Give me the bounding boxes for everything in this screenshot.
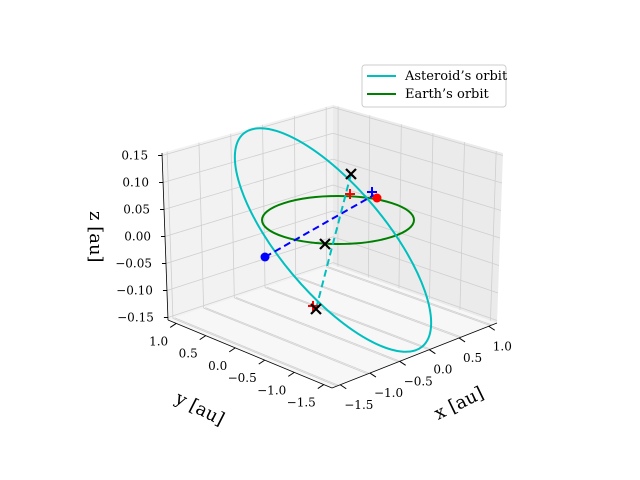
z-tick-label: 0.05 <box>123 203 150 217</box>
y-tick <box>199 335 206 341</box>
x-axis-line <box>331 322 498 389</box>
grid-line <box>332 158 502 211</box>
earth-orbit-line <box>261 195 415 245</box>
y-tick <box>169 322 177 328</box>
y-tick-label: −1.5 <box>287 396 316 410</box>
right-pane <box>333 105 503 323</box>
grid-line <box>234 297 399 363</box>
y-axis-line <box>167 319 333 389</box>
grid-lines <box>161 106 504 387</box>
black-x-marker <box>310 303 322 315</box>
x-tick-label: −1.0 <box>374 386 403 400</box>
red-plus-marker <box>345 189 355 199</box>
grid-line <box>165 210 334 264</box>
y-axis-label: y [au] <box>171 387 228 430</box>
grid-line <box>166 236 334 291</box>
grid-line <box>172 317 338 387</box>
z-tick-label: 0.15 <box>121 149 148 163</box>
grid-line <box>368 115 371 278</box>
legend-label-earth: Earth’s orbit <box>405 87 490 102</box>
y-tick <box>288 371 295 377</box>
y-tick <box>258 359 266 365</box>
grid-line <box>235 296 401 362</box>
y-tick <box>228 347 236 353</box>
x-tick <box>399 360 406 366</box>
legend-label-asteroid: Asteroid’s orbit <box>404 69 508 84</box>
z-axis-label: z [au] <box>85 211 106 263</box>
grid-line <box>266 286 431 350</box>
grid-line <box>163 158 334 210</box>
grid-line <box>264 287 430 351</box>
red-dot-marker <box>372 193 382 203</box>
x-tick <box>458 337 466 343</box>
legend: Asteroid’s orbit Earth’s orbit <box>361 64 508 108</box>
grid-line <box>490 151 497 321</box>
grid-line <box>332 184 501 239</box>
z-tick-label: −0.05 <box>115 256 152 270</box>
tick-marks: 0.15 0.10 0.05 0.00 −0.05 −0.10 −0.15 1.0 0.5 0.0… <box>115 149 512 412</box>
grid-line <box>297 276 462 338</box>
grid-line <box>164 184 334 237</box>
black-x-marker <box>345 168 357 180</box>
y-tick-label: 0.0 <box>208 359 227 373</box>
cyan-dashed-line <box>315 173 352 310</box>
grid-line <box>203 307 368 375</box>
series-layer <box>233 127 433 353</box>
grid-line <box>167 262 334 318</box>
y-tick-label: −1.0 <box>257 383 286 397</box>
grid-line <box>327 266 493 326</box>
x-tick <box>429 349 436 355</box>
grid-line <box>332 236 499 294</box>
left-pane <box>162 105 333 320</box>
z-tick-label: −0.10 <box>116 283 153 297</box>
axis-panes <box>162 105 503 388</box>
grid-line <box>332 210 500 266</box>
x-axis-label: x [au] <box>431 383 487 425</box>
x-tick-label: 0.0 <box>433 363 452 377</box>
grid-line <box>230 133 235 298</box>
x-tick <box>369 372 377 378</box>
z-tick-label: 0.00 <box>124 230 151 244</box>
z-tick-label: −0.15 <box>117 310 154 324</box>
grid-line <box>332 132 503 184</box>
floor-pane <box>168 265 497 388</box>
blue-plus-marker <box>367 187 377 197</box>
blue-dot-marker <box>260 252 270 262</box>
grid-line <box>326 266 491 326</box>
legend-frame <box>361 64 507 108</box>
grid-line <box>429 133 434 300</box>
z-tick-label: 0.10 <box>122 176 149 190</box>
x-tick-label: −0.5 <box>404 374 433 388</box>
grid-line <box>293 115 297 278</box>
asteroid-orbit-line <box>233 127 433 353</box>
y-tick-label: −0.5 <box>228 371 257 385</box>
grid-line <box>162 132 334 183</box>
grid-line <box>205 307 370 374</box>
x-tick-label: 1.0 <box>493 339 512 353</box>
grid-line <box>459 142 465 310</box>
grid-line <box>295 277 460 339</box>
y-tick-label: 1.0 <box>149 334 168 348</box>
grid-line <box>166 151 174 319</box>
grid-line <box>174 317 339 386</box>
y-tick-label: 0.5 <box>179 347 198 361</box>
y-tick <box>317 384 325 390</box>
x-tick-label: −1.5 <box>344 398 373 412</box>
black-x-marker <box>319 238 331 250</box>
x-tick <box>339 384 347 390</box>
grid-line <box>332 107 504 156</box>
x-tick-label: 0.5 <box>463 351 482 365</box>
grid-line <box>332 262 498 321</box>
x-tick <box>488 325 496 331</box>
blue-dashed-line <box>264 194 375 258</box>
grid-line <box>198 142 205 309</box>
